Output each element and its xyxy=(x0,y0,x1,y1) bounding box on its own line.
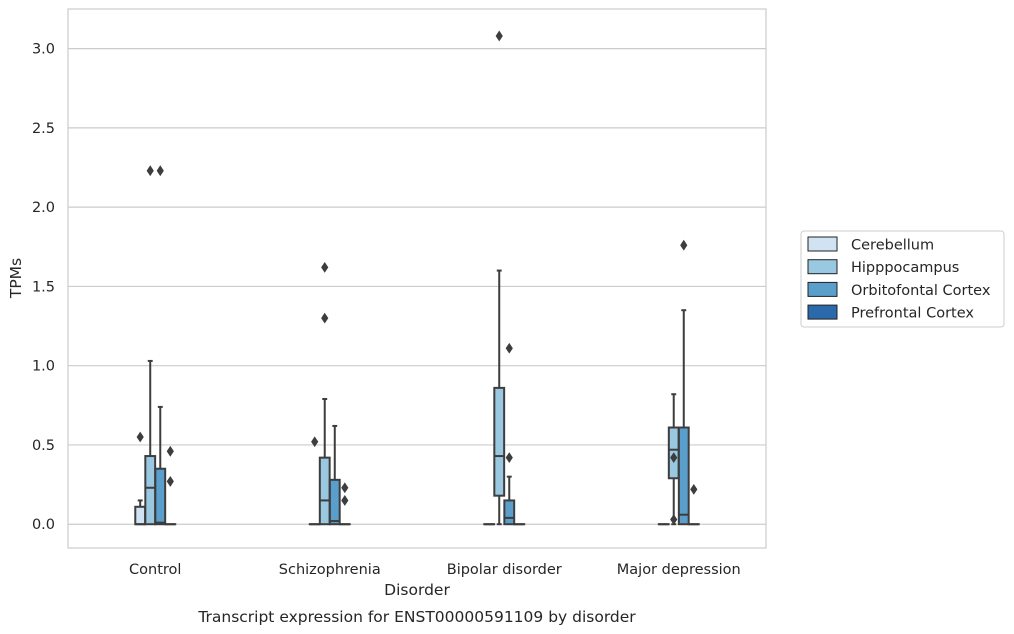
outlier-point xyxy=(166,476,174,487)
x-tick-label: Major depression xyxy=(617,562,741,578)
legend: Cerebellum Hipppocampus Orbitofontal Corte… xyxy=(800,230,1005,328)
outlier-point xyxy=(321,312,329,324)
box-body xyxy=(493,386,506,497)
y-tick-label: 2.0 xyxy=(32,200,55,216)
legend-swatch xyxy=(807,281,838,297)
outlier-point xyxy=(680,239,688,251)
outlier-point xyxy=(495,30,503,42)
box-orbitofontal-cortex xyxy=(328,424,341,526)
box-body xyxy=(677,426,690,526)
outlier-point xyxy=(670,452,678,464)
chart-caption: Transcript expression for ENST0000059110… xyxy=(197,608,636,626)
box-series xyxy=(134,30,700,526)
legend-swatch xyxy=(807,304,838,320)
box-cerebellum xyxy=(308,436,321,526)
box-orbitofontal-cortex xyxy=(503,342,516,526)
outlier-point xyxy=(505,452,513,464)
x-tick-label: Schizophrenia xyxy=(279,562,381,578)
outlier-point xyxy=(156,165,164,177)
outlier-point xyxy=(146,165,154,177)
y-tick-labels: 0.0 0.5 1.0 1.5 2.0 2.5 3.0 xyxy=(32,42,55,534)
y-tick-label: 1.0 xyxy=(32,359,55,375)
box-orbitofontal-cortex xyxy=(154,165,167,526)
legend-swatch xyxy=(807,236,838,252)
legend-label: Prefrontal Cortex xyxy=(851,306,974,322)
box-body xyxy=(503,499,516,526)
outlier-point xyxy=(690,483,698,495)
box-prefrontal-cortex xyxy=(338,482,351,526)
y-axis-label: TPMs xyxy=(7,258,25,299)
box-hipppocampus xyxy=(144,165,157,526)
outlier-point xyxy=(341,482,349,494)
legend-swatch xyxy=(807,259,838,275)
x-axis-label: Disorder xyxy=(384,581,450,599)
box-body xyxy=(318,456,331,526)
outlier-point xyxy=(166,445,174,457)
legend-label: Hipppocampus xyxy=(851,260,959,276)
y-tick-label: 2.5 xyxy=(32,121,55,137)
box-body xyxy=(154,467,167,526)
box-hipppocampus xyxy=(493,30,506,526)
legend-frame xyxy=(800,230,1005,328)
gridlines xyxy=(68,48,766,525)
box-prefrontal-cortex xyxy=(164,445,177,526)
outlier-point xyxy=(670,514,678,525)
x-tick-labels: Control Schizophrenia Bipolar disorder Majo… xyxy=(129,562,741,578)
box-orbitofontal-cortex xyxy=(677,239,690,526)
box-body xyxy=(134,505,147,526)
outlier-point xyxy=(311,436,319,448)
y-tick-label: 3.0 xyxy=(32,42,55,58)
y-tick-label: 0.0 xyxy=(32,517,55,533)
box-hipppocampus xyxy=(318,262,331,526)
box-body xyxy=(328,478,341,526)
outlier-point xyxy=(321,262,329,273)
box-body xyxy=(144,455,157,526)
box-hipppocampus xyxy=(667,393,680,526)
legend-label: Cerebellum xyxy=(851,238,934,254)
outlier-point xyxy=(505,342,513,354)
x-tick-label: Control xyxy=(129,562,181,578)
plot-frame xyxy=(67,8,767,549)
x-tick-label: Bipolar disorder xyxy=(447,562,562,578)
box-prefrontal-cortex xyxy=(687,483,700,526)
outlier-point xyxy=(136,431,144,443)
y-tick-label: 0.5 xyxy=(32,438,55,454)
outlier-point xyxy=(341,495,349,506)
y-tick-label: 1.5 xyxy=(32,279,55,295)
legend-label: Orbitofontal Cortex xyxy=(851,283,991,299)
